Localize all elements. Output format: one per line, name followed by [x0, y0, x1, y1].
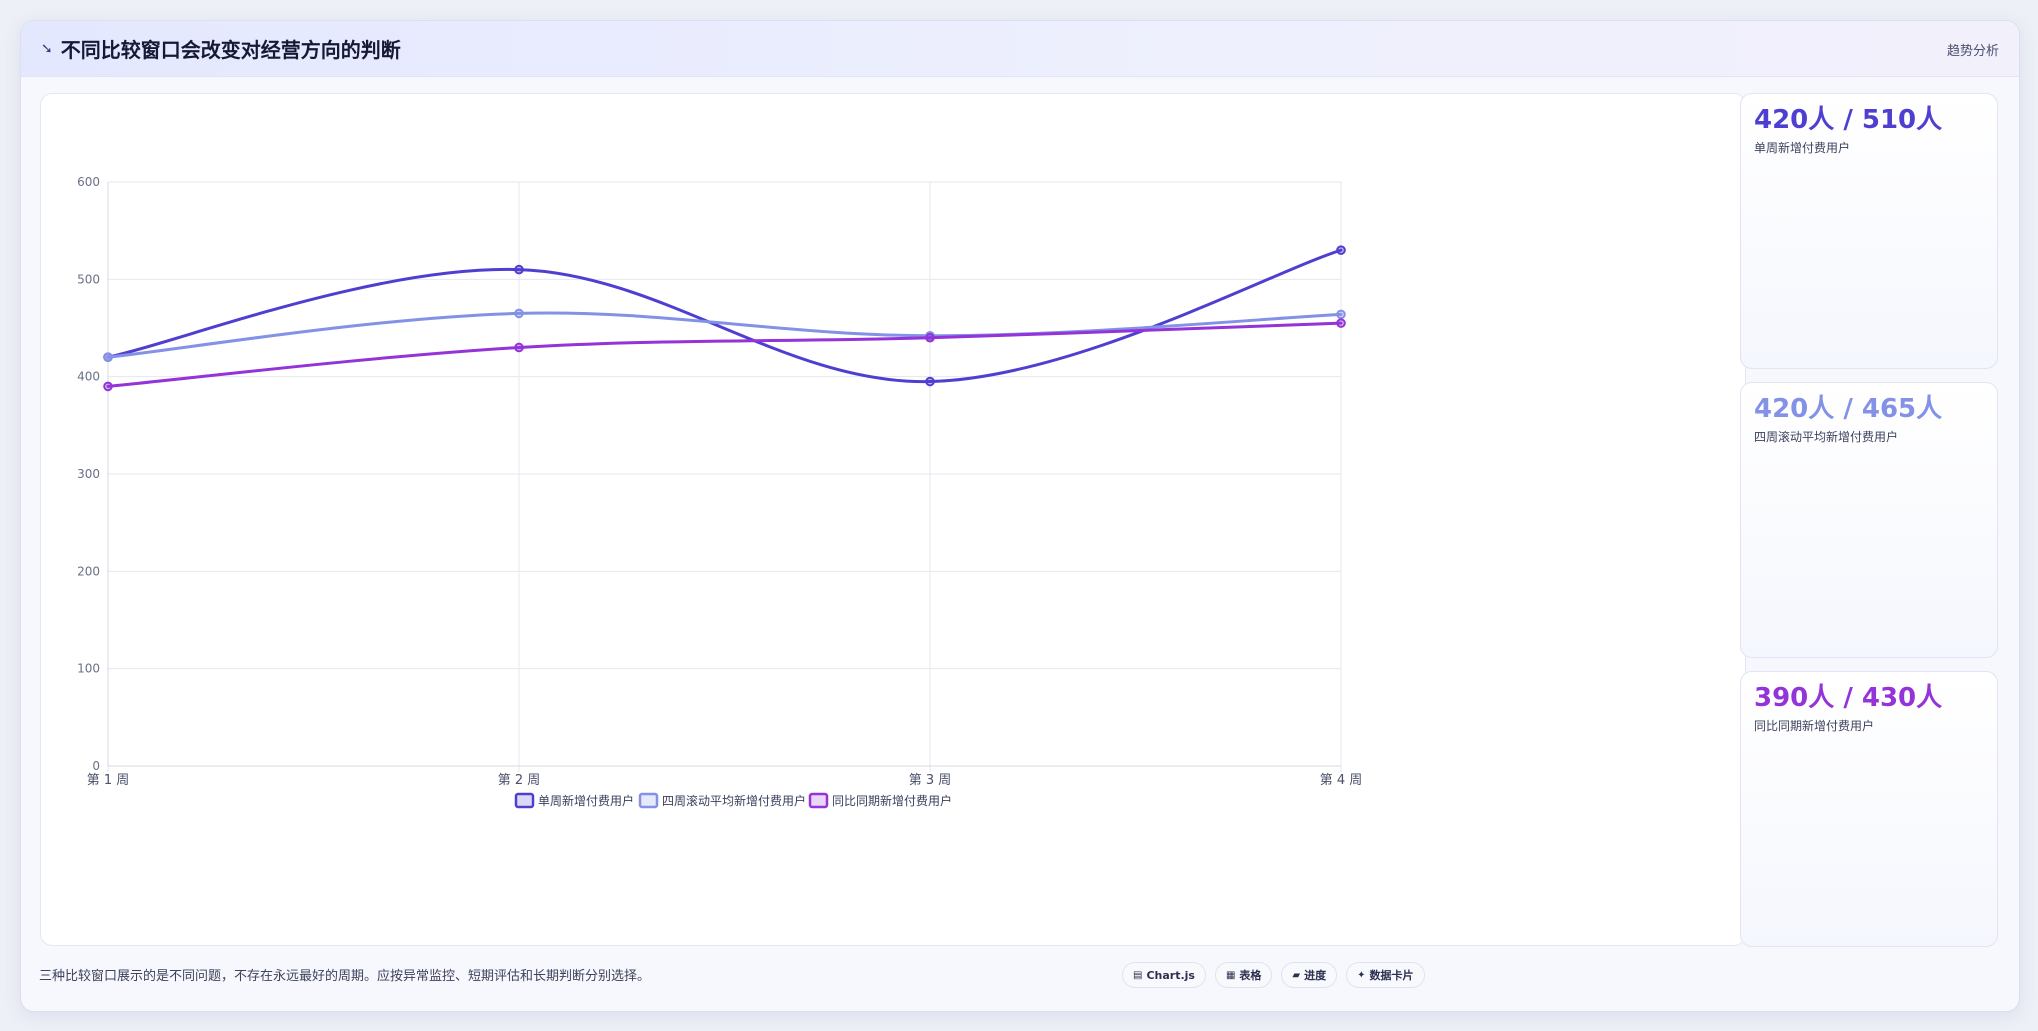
data-point: [1336, 318, 1346, 328]
data-point: [103, 381, 113, 392]
stat-card-label: 同比同期新增付费用户: [1754, 719, 1875, 733]
y-tick-label: 0: [92, 759, 100, 773]
pill-label: Chart.js: [1146, 968, 1195, 982]
y-tick-label: 500: [77, 272, 100, 286]
data-point: [514, 264, 524, 275]
x-tick-label: 第 2 周: [498, 773, 541, 788]
header-bar: ➘ 不同比较窗口会改变对经营方向的判断 趋势分析: [21, 21, 2019, 77]
data-point: [925, 332, 935, 343]
pill-chartjs[interactable]: ▤ Chart.js: [1122, 962, 1206, 988]
stat-card-weekly: 420人 / 510人 单周新增付费用户: [1740, 93, 1998, 369]
data-point: [103, 352, 113, 363]
stat-card-label: 四周滚动平均新增付费用户: [1754, 430, 1899, 444]
app-window: ➘ 不同比较窗口会改变对经营方向的判断 趋势分析 0 100 200 300 400 50…: [20, 20, 2020, 1012]
y-tick-label: 600: [77, 175, 100, 189]
series-line: [106, 311, 1343, 359]
sparkle-icon: ✦: [1357, 969, 1366, 981]
header-tag[interactable]: 趋势分析: [1946, 44, 1999, 59]
table-icon: ▦: [1225, 969, 1236, 981]
page-title: 不同比较窗口会改变对经营方向的判断: [60, 38, 401, 62]
pill-table[interactable]: ▦ 表格: [1214, 962, 1273, 988]
pill-label: 表格: [1239, 969, 1262, 982]
stat-card-value: 390人 / 430人: [1754, 683, 1943, 713]
chart-card: 0 100 200 300 400 500 600 第 1 周第 2 周第 3 周第 4 周 …: [40, 93, 1746, 946]
y-tick-label: 400: [77, 370, 100, 384]
data-point: [514, 308, 524, 319]
legend-label: 四周滚动平均新增付费用户: [662, 793, 806, 808]
pill-data-card[interactable]: ✦ 数据卡片: [1346, 962, 1425, 988]
data-point: [514, 342, 524, 353]
legend-swatch: [638, 792, 659, 809]
stat-card-value: 420人 / 465人: [1754, 394, 1943, 424]
line-chart: 0100200300400500600第 1 周第 2 周第 3 周第 4 周 …: [77, 175, 1363, 809]
y-tick-label: 300: [77, 467, 100, 481]
data-point: [1336, 245, 1346, 255]
tool-pills: ▤ Chart.js ▦ 表格 ▰ 进度 ✦ 数据卡片: [1122, 962, 1425, 988]
legend-swatch: [514, 792, 535, 809]
stat-card-value: 420人 / 510人: [1754, 105, 1943, 135]
progress-icon: ▰: [1292, 969, 1301, 981]
stat-card-yoy: 390人 / 430人 同比同期新增付费用户: [1740, 671, 1998, 947]
y-tick-label: 200: [77, 564, 100, 578]
chart-icon: ▤: [1133, 969, 1143, 981]
data-point: [1336, 309, 1346, 320]
data-point: [925, 376, 935, 387]
legend-swatch: [808, 792, 829, 809]
pill-label: 数据卡片: [1369, 969, 1414, 982]
series-line: [106, 321, 1343, 388]
y-tick-label: 100: [77, 662, 100, 676]
stat-card-label: 单周新增付费用户: [1754, 141, 1851, 155]
legend-label: 单周新增付费用户: [538, 793, 634, 808]
pill-label: 进度: [1304, 969, 1327, 982]
footer-note: 三种比较窗口展示的是不同问题，不存在永远最好的周期。应按异常监控、短期评估和长期…: [39, 969, 651, 984]
trend-line-icon: ➘: [41, 40, 53, 57]
legend-label: 同比同期新增付费用户: [832, 793, 952, 808]
x-tick-label: 第 4 周: [1320, 773, 1363, 788]
x-tick-label: 第 3 周: [909, 773, 952, 788]
series-line: [106, 248, 1343, 384]
x-tick-label: 第 1 周: [87, 773, 130, 788]
pill-progress[interactable]: ▰ 进度: [1281, 962, 1338, 988]
stat-card-rolling: 420人 / 465人 四周滚动平均新增付费用户: [1740, 382, 1998, 658]
